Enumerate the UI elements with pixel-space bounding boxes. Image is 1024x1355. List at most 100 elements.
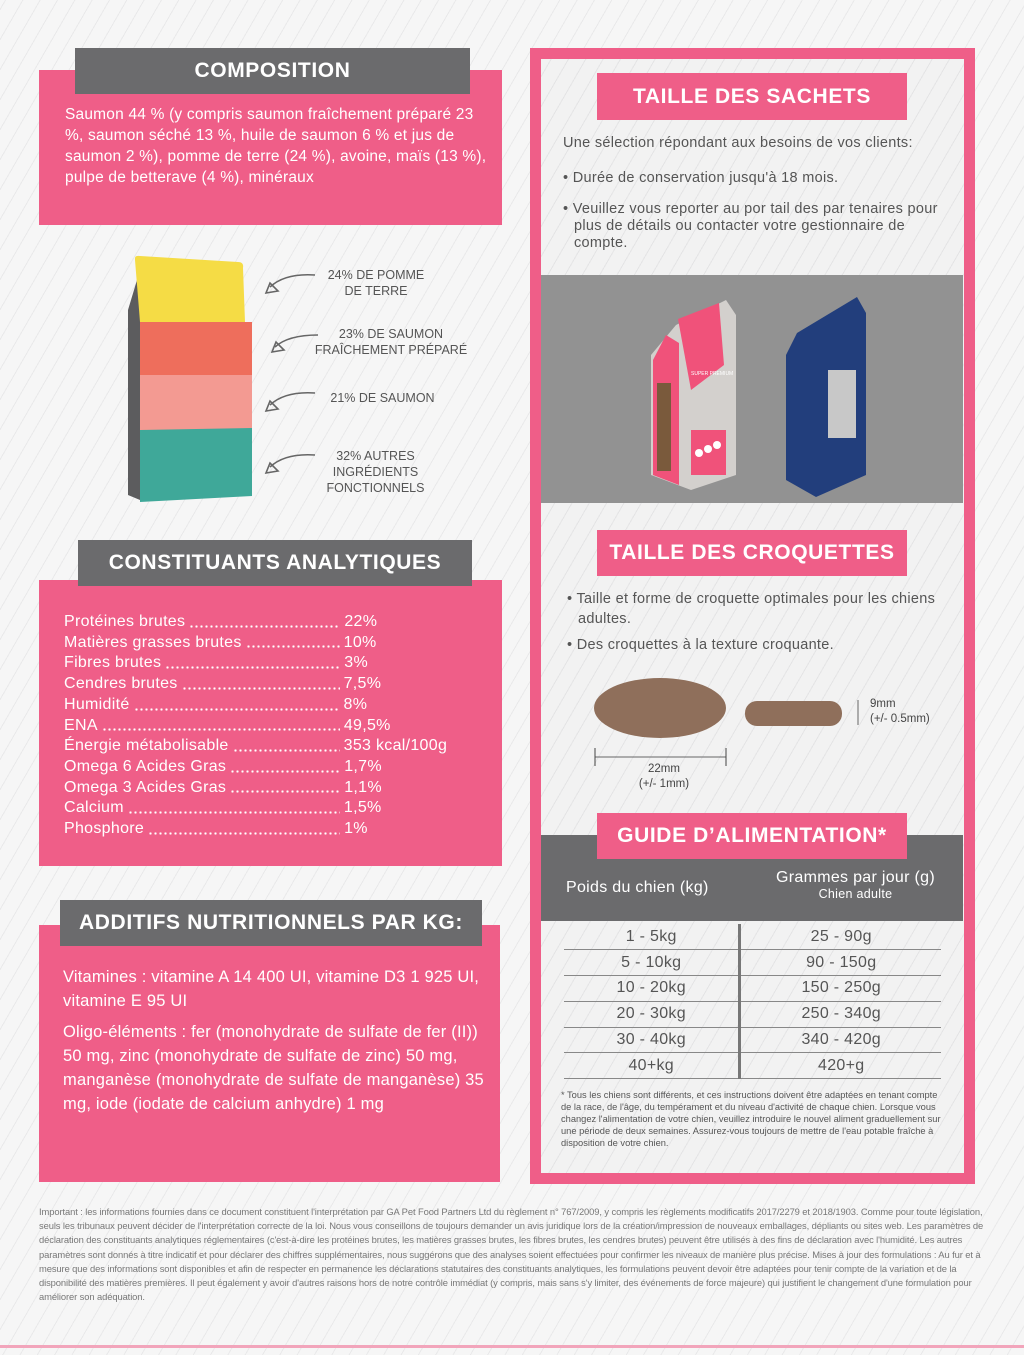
leader-dots [232,741,340,752]
bag-band-other [140,428,252,502]
analytical-row: Fibres brutes 3% [64,653,474,674]
analytical-value: 353 kcal/100g [343,737,448,755]
composition-bag-illustration [128,255,252,502]
analytical-value: 22% [344,613,378,630]
leader-dots [165,659,341,670]
croquettes-bullet: • Taille et forme de croquette optimales… [567,591,936,627]
bag-label-salmon: 21% DE SAUMON [330,391,435,405]
bag-band-salmon [140,375,252,430]
analytical-value: 49,5% [343,716,391,734]
leader-dots [230,762,341,773]
analytical-row: Protéines brutes 22% [64,612,474,633]
feeding-table: 1 - 5kg 25 - 90g 5 - 10kg 90 - 150g 10 - 20k… [564,924,941,1080]
analytical-name: Omega 6 Acides Gras [64,757,227,775]
composition-panel [39,70,502,225]
kibble-top-view [594,678,726,738]
table-row: 40+kg 420+g [564,1052,941,1080]
analytical-value: 3% [344,654,369,672]
analytical-row: Calcium 1,5% [64,798,474,819]
analytical-name: Énergie métabolisable [64,737,229,755]
sachets-bullet-text: Veuillez vous reporter au por tail des p… [572,201,938,251]
bag-brand: SUPER PREMIUM [691,371,733,377]
analytical-value: 1% [344,820,368,838]
analytical-value: 10% [343,633,377,651]
croquettes-body: • Taille et forme de croquette optimales… [567,589,952,654]
analytical-name: Phosphore [64,820,145,838]
guide-col-weight: Poids du chien (kg) [566,879,709,896]
analytical-name: Protéines brutes [64,613,186,630]
analytical-name: Fibres brutes [64,654,162,672]
sachets-bullet-text: Durée de conservation jusqu'à 18 mois. [572,170,839,186]
analytical-name: Matières grasses brutes [64,633,242,651]
weight-cell: 40+kg [564,1052,742,1080]
kibble-width-value: 22mm [648,763,680,775]
guide-body: 1 - 5kg 25 - 90g 5 - 10kg 90 - 150g 10 - 20k… [561,924,946,1149]
leader-dots [101,721,340,732]
grams-cell: 90 - 150g [739,949,941,977]
bag-band-fresh-salmon [140,322,252,375]
analytical-value: 7,5% [343,675,382,693]
analytical-row: Omega 6 Acides Gras 1,7% [64,757,474,778]
analytical-list: Protéines brutes 22% Matières grasses brut… [64,612,484,840]
analytical-title: CONSTITUANTS ANALYTIQUES [78,540,472,586]
bag-side [128,270,140,500]
guide-col-grams: Grammes par jour (g) Chien adulte [758,869,953,901]
navy-bag [786,297,866,497]
grams-cell: 150 - 250g [739,975,941,1002]
sachets-title: TAILLE DES SACHETS [597,73,907,120]
kibble-height: 9mm (+/- 0.5mm) [870,697,930,727]
leader-dots [181,679,340,690]
weight-cell: 5 - 10kg [564,949,742,977]
table-row: 10 - 20kg 150 - 250g [564,975,941,1002]
leader-dots [148,824,341,835]
leader-dots [133,700,340,711]
analytical-row: Humidité 8% [64,695,474,716]
weight-cell: 10 - 20kg [564,975,742,1002]
additives-title: ADDITIFS NUTRITIONNELS PAR KG: [60,900,482,946]
guide-title: GUIDE D’ALIMENTATION* [597,813,907,859]
additives-vitamins: Vitamines : vitamine A 14 400 UI, vitami… [63,968,480,1010]
composition-text: Saumon 44 % (y compris saumon fraîchemen… [65,106,487,186]
kibble-illustration [594,678,859,766]
croquettes-bullet: • Des croquettes à la texture croquante. [567,637,834,653]
leader-dots [230,783,341,794]
croquettes-bullet-text: Taille et forme de croquette optimales p… [576,591,936,627]
arrow-icons [264,273,319,475]
kibble-height-value: 9mm [870,698,896,710]
table-row: 20 - 30kg 250 - 340g [564,1001,941,1028]
bag-label-fresh-salmon: 23% DE SAUMON FRAÎCHEMENT PRÉPARÉ [314,327,468,357]
kibble-width-tolerance: (+/- 1mm) [638,778,690,790]
grams-cell: 420+g [739,1052,941,1080]
sachets-bullet: • Durée de conservation jusqu'à 18 mois. [563,170,839,186]
analytical-row: Omega 3 Acides Gras 1,1% [64,778,474,799]
analytical-value: 1,7% [344,757,382,775]
bag-label-potato: 24% DE POMME DE TERRE [327,268,425,298]
kibble-height-tolerance: (+/- 0.5mm) [870,713,930,725]
weight-cell: 1 - 5kg [564,924,742,951]
additives-body: Vitamines : vitamine A 14 400 UI, vitami… [63,965,488,1116]
analytical-row: Phosphore 1% [64,819,474,840]
bag-label-other: 32% AUTRES INGRÉDIENTS FONCTIONNELS [326,449,425,495]
analytical-value: 1,5% [343,799,382,817]
analytical-name: Cendres brutes [64,675,178,693]
analytical-row: Matières grasses brutes 10% [64,633,474,654]
analytical-row: Énergie métabolisable 353 kcal/100g [64,736,474,757]
croquettes-bullet-text: Des croquettes à la texture croquante. [576,637,834,653]
grams-cell: 340 - 420g [739,1027,941,1054]
analytical-name: Humidité [64,695,130,713]
composition-title: COMPOSITION [75,48,470,94]
analytical-row: Cendres brutes 7,5% [64,674,474,695]
leader-dots [245,638,340,649]
additives-panel [39,925,500,1182]
table-row: 30 - 40kg 340 - 420g [564,1027,941,1054]
leader-dots [189,617,341,628]
guide-col-grams-sub: Chien adulte [818,887,893,901]
analytical-value: 1,1% [344,778,382,796]
analytical-name: Calcium [64,799,124,817]
leader-dots [127,804,340,815]
analytical-name: Omega 3 Acides Gras [64,778,227,796]
guide-col-grams-label: Grammes par jour (g) [776,869,935,886]
analytical-name: ENA [64,716,98,734]
bag-sizes-illustration: SUPER PREMIUM [541,275,963,503]
sachets-bullet: • Veuillez vous reporter au por tail des… [563,201,938,251]
